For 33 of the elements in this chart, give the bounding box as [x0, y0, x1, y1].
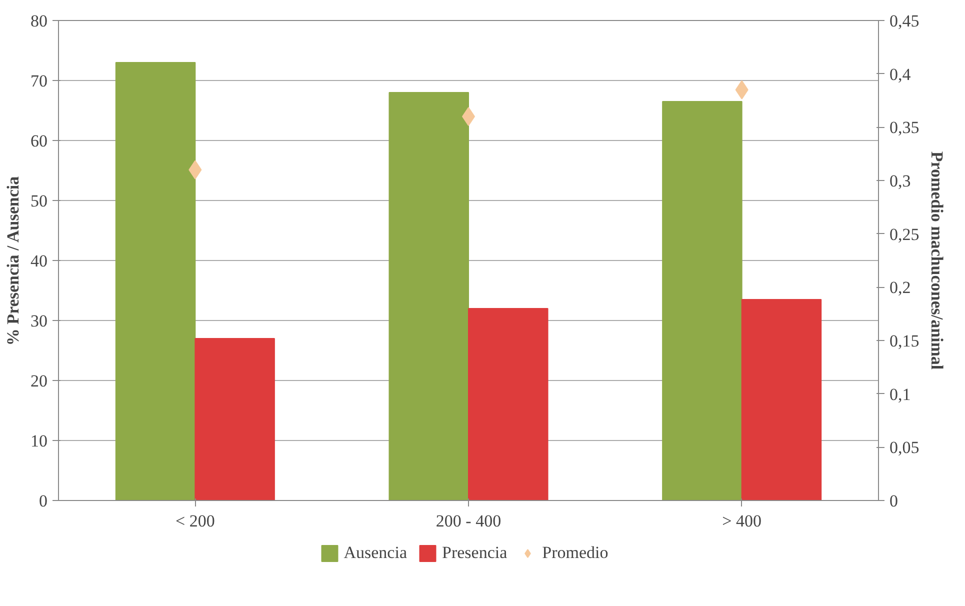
y2-tick-label: 0,3	[890, 172, 911, 190]
y2-tick-label: 0,35	[890, 118, 920, 138]
y-axis-title: % Presencia / Ausencia	[4, 176, 22, 346]
y2-tick-label: 0,2	[890, 278, 911, 298]
y-tick-label: 70	[30, 72, 48, 90]
legend-label: Presencia	[442, 543, 508, 563]
legend-label: Ausencia	[344, 543, 408, 563]
bar	[194, 338, 275, 500]
x-tick-label: < 200	[176, 512, 215, 530]
y-tick-label: 50	[30, 192, 48, 210]
y-tick-label: 20	[30, 372, 48, 390]
y2-tick-label: 0,05	[890, 438, 920, 458]
y2-tick-label: 0	[890, 492, 898, 510]
bar	[662, 101, 742, 500]
y2-tick-label: 0,15	[890, 332, 920, 350]
y-tick-label: 0	[39, 492, 48, 510]
bar	[741, 299, 822, 500]
y2-tick-label: 0,1	[890, 384, 911, 404]
bar	[388, 92, 469, 500]
y2-tick-label: 0,45	[890, 12, 920, 30]
y2-tick-label: 0,25	[890, 224, 920, 244]
x-tick-label: 200 - 400	[436, 512, 502, 530]
bar	[115, 62, 196, 500]
y-tick-label: 40	[30, 252, 48, 270]
x-tick-label: > 400	[722, 512, 762, 530]
y2-axis-title: Promedio machucones/animal	[927, 151, 946, 370]
y-tick-label: 60	[30, 132, 48, 150]
legend-label: Promedio	[542, 543, 608, 563]
y2-tick-label: 0,4	[890, 64, 912, 84]
bar	[468, 308, 548, 500]
y-tick-label: 30	[30, 312, 48, 330]
y-tick-label: 10	[30, 432, 48, 450]
y-tick-label: 80	[30, 12, 48, 30]
